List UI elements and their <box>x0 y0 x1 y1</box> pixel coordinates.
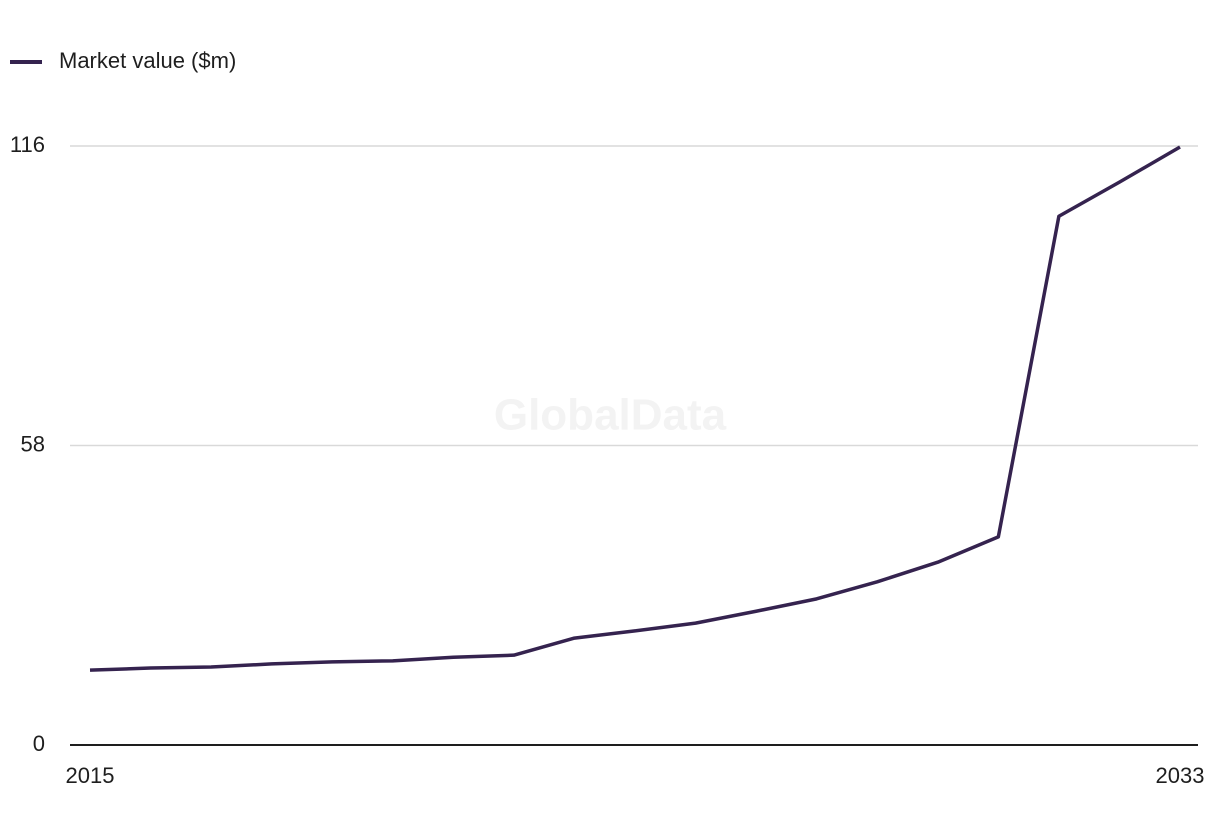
x-tick-label: 2015 <box>66 763 115 788</box>
x-tick-label: 2033 <box>1156 763 1205 788</box>
legend-label: Market value ($m) <box>59 48 236 73</box>
line <box>89 145 1181 672</box>
y-tick-label: 0 <box>33 731 45 756</box>
y-tick-label: 116 <box>10 132 45 157</box>
y-tick-label: 58 <box>21 431 45 456</box>
watermark: GlobalData <box>494 391 727 440</box>
